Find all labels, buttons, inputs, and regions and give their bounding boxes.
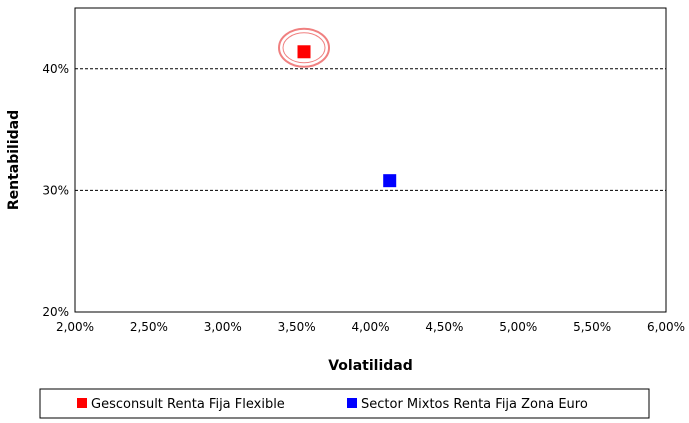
x-tick-label: 4,00%	[351, 320, 389, 334]
x-tick-label: 4,50%	[425, 320, 463, 334]
legend-label-1: Gesconsult Renta Fija Flexible	[91, 397, 285, 412]
x-tick-label: 2,00%	[56, 320, 94, 334]
x-tick-label: 5,00%	[499, 320, 537, 334]
x-tick-label: 5,50%	[573, 320, 611, 334]
plot-area	[74, 7, 667, 313]
legend-marker-2	[347, 398, 357, 408]
y-axis-title: Rentabilidad	[6, 110, 22, 210]
x-tick-label: 3,50%	[278, 320, 316, 334]
data-point-1	[297, 45, 311, 59]
x-tick-label: 6,00%	[647, 320, 685, 334]
highlight-ellipse-outer	[278, 27, 331, 68]
y-tick-label: 30%	[42, 183, 69, 197]
y-tick-label: 40%	[42, 62, 69, 76]
y-tick-label: 20%	[42, 305, 69, 319]
x-tick-label: 3,00%	[204, 320, 242, 334]
x-tick-label: 2,50%	[130, 320, 168, 334]
x-axis-title: Volatilidad	[328, 358, 413, 374]
highlight-ellipse-inner	[282, 32, 326, 64]
legend-marker-1	[77, 398, 87, 408]
data-point-2	[383, 174, 397, 188]
legend-label-2: Sector Mixtos Renta Fija Zona Euro	[361, 397, 588, 412]
legend-box	[39, 388, 650, 419]
